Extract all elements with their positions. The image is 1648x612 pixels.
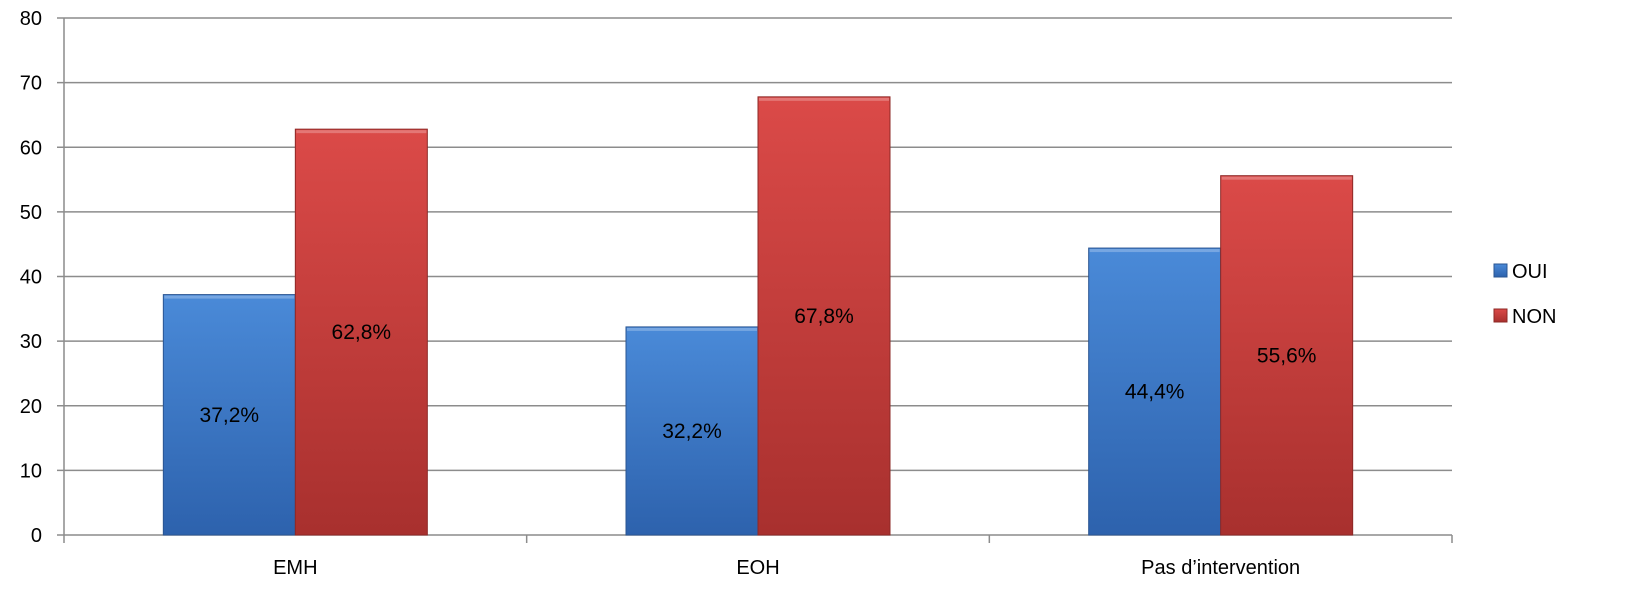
bar-highlight bbox=[1089, 249, 1220, 253]
bar-highlight bbox=[164, 295, 295, 299]
legend-swatch-oui bbox=[1493, 263, 1508, 278]
y-tick-label: 10 bbox=[20, 460, 42, 482]
bar-highlight bbox=[296, 130, 427, 134]
bar-oui bbox=[162, 294, 296, 536]
bar-non bbox=[1220, 175, 1354, 536]
bar-highlight bbox=[759, 97, 889, 101]
x-category-label: EOH bbox=[736, 557, 779, 579]
x-category-label: Pas d’intervention bbox=[1141, 557, 1300, 579]
y-tick-label: 20 bbox=[20, 396, 42, 418]
bar-non bbox=[757, 96, 891, 536]
y-tick-label: 70 bbox=[20, 73, 42, 95]
data-label: 44,4% bbox=[1125, 381, 1185, 404]
data-label: 67,8% bbox=[794, 305, 854, 328]
data-label: 37,2% bbox=[200, 404, 260, 427]
bar-oui bbox=[1088, 247, 1222, 536]
y-tick-label: 0 bbox=[31, 525, 42, 547]
legend-swatch-non bbox=[1493, 308, 1508, 323]
y-tick-label: 80 bbox=[20, 8, 42, 30]
y-tick-label: 40 bbox=[20, 267, 42, 289]
bar-oui bbox=[625, 326, 759, 536]
bar-highlight bbox=[627, 327, 757, 331]
data-labels: 37,2% 62,8% 32,2% 67,8% 44,4% 55,6% bbox=[200, 305, 1317, 443]
data-label: 55,6% bbox=[1257, 344, 1317, 367]
y-tick-label: 60 bbox=[20, 137, 42, 159]
data-label: 62,8% bbox=[332, 321, 392, 344]
y-tick-label: 50 bbox=[20, 202, 42, 224]
bars bbox=[162, 96, 1354, 536]
y-tick-label: 30 bbox=[20, 331, 42, 353]
bar-highlight bbox=[1221, 176, 1352, 180]
legend-label-oui: OUI bbox=[1512, 261, 1548, 283]
data-label: 32,2% bbox=[662, 420, 722, 443]
x-category-label: EMH bbox=[273, 557, 317, 579]
legend: OUI NON bbox=[1493, 261, 1556, 328]
bar-non bbox=[294, 128, 428, 536]
legend-label-non: NON bbox=[1512, 306, 1556, 328]
